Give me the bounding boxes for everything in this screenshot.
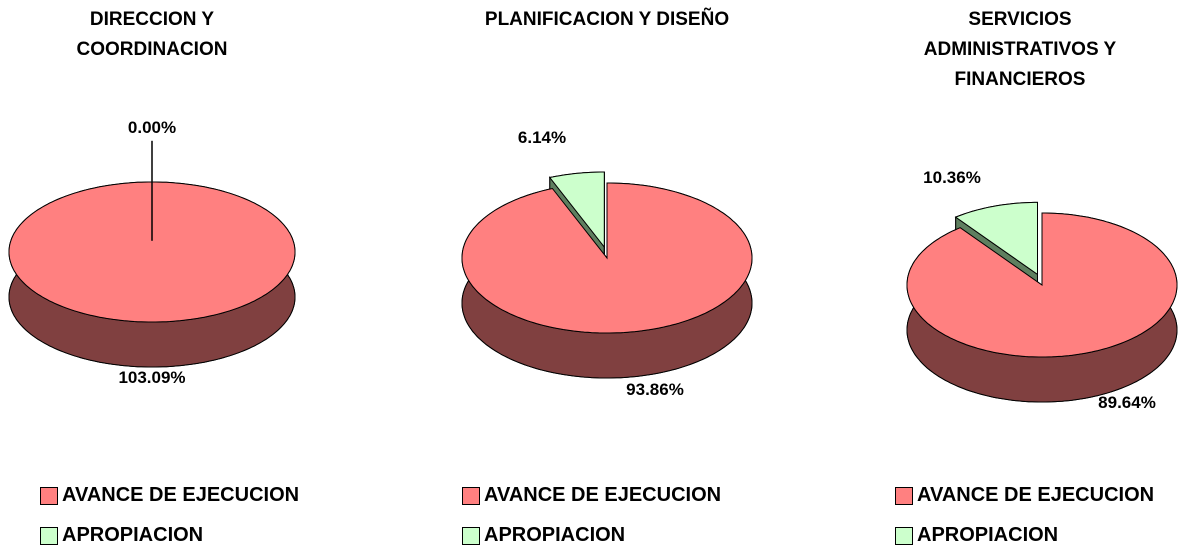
chart-title: SERVICIOS ADMINISTRATIVOS Y FINANCIEROS	[923, 9, 1117, 90]
legend-label: AVANCE DE EJECUCION	[917, 484, 1155, 506]
legend-item: AVANCE DE EJECUCION	[40, 484, 299, 507]
slice	[954, 201, 1038, 276]
legend-swatch	[40, 526, 58, 545]
data-label: 0.00%	[127, 118, 177, 137]
slice	[461, 182, 753, 334]
slice	[906, 212, 1178, 358]
data-label: 10.36%	[923, 168, 981, 187]
legend-swatch	[895, 486, 913, 505]
data-label: 6.14%	[517, 128, 567, 147]
slice	[8, 181, 296, 323]
legend-item: APROPIACION	[40, 524, 203, 547]
legend-swatch	[462, 526, 480, 545]
data-label: 89.64%	[1098, 393, 1156, 412]
legend-swatch	[40, 486, 58, 505]
legend-item: APROPIACION	[895, 524, 1058, 547]
legend-label: AVANCE DE EJECUCION	[62, 484, 300, 506]
legend-item: APROPIACION	[462, 524, 625, 547]
legend-label: APROPIACION	[62, 524, 204, 546]
legend-label: AVANCE DE EJECUCION	[484, 484, 722, 506]
data-label: 103.09%	[118, 368, 186, 387]
legend-item: AVANCE DE EJECUCION	[462, 484, 721, 507]
chart-title: PLANIFICACION Y DISEÑO	[484, 9, 730, 30]
legend-item: AVANCE DE EJECUCION	[895, 484, 1154, 507]
slice	[548, 171, 605, 249]
legend-swatch	[462, 486, 480, 505]
chart-title: DIRECCION Y COORDINACION	[76, 9, 228, 60]
legend-label: APROPIACION	[484, 524, 626, 546]
legend-swatch	[895, 526, 913, 545]
legend-label: APROPIACION	[917, 524, 1059, 546]
data-label: 93.86%	[626, 380, 684, 399]
